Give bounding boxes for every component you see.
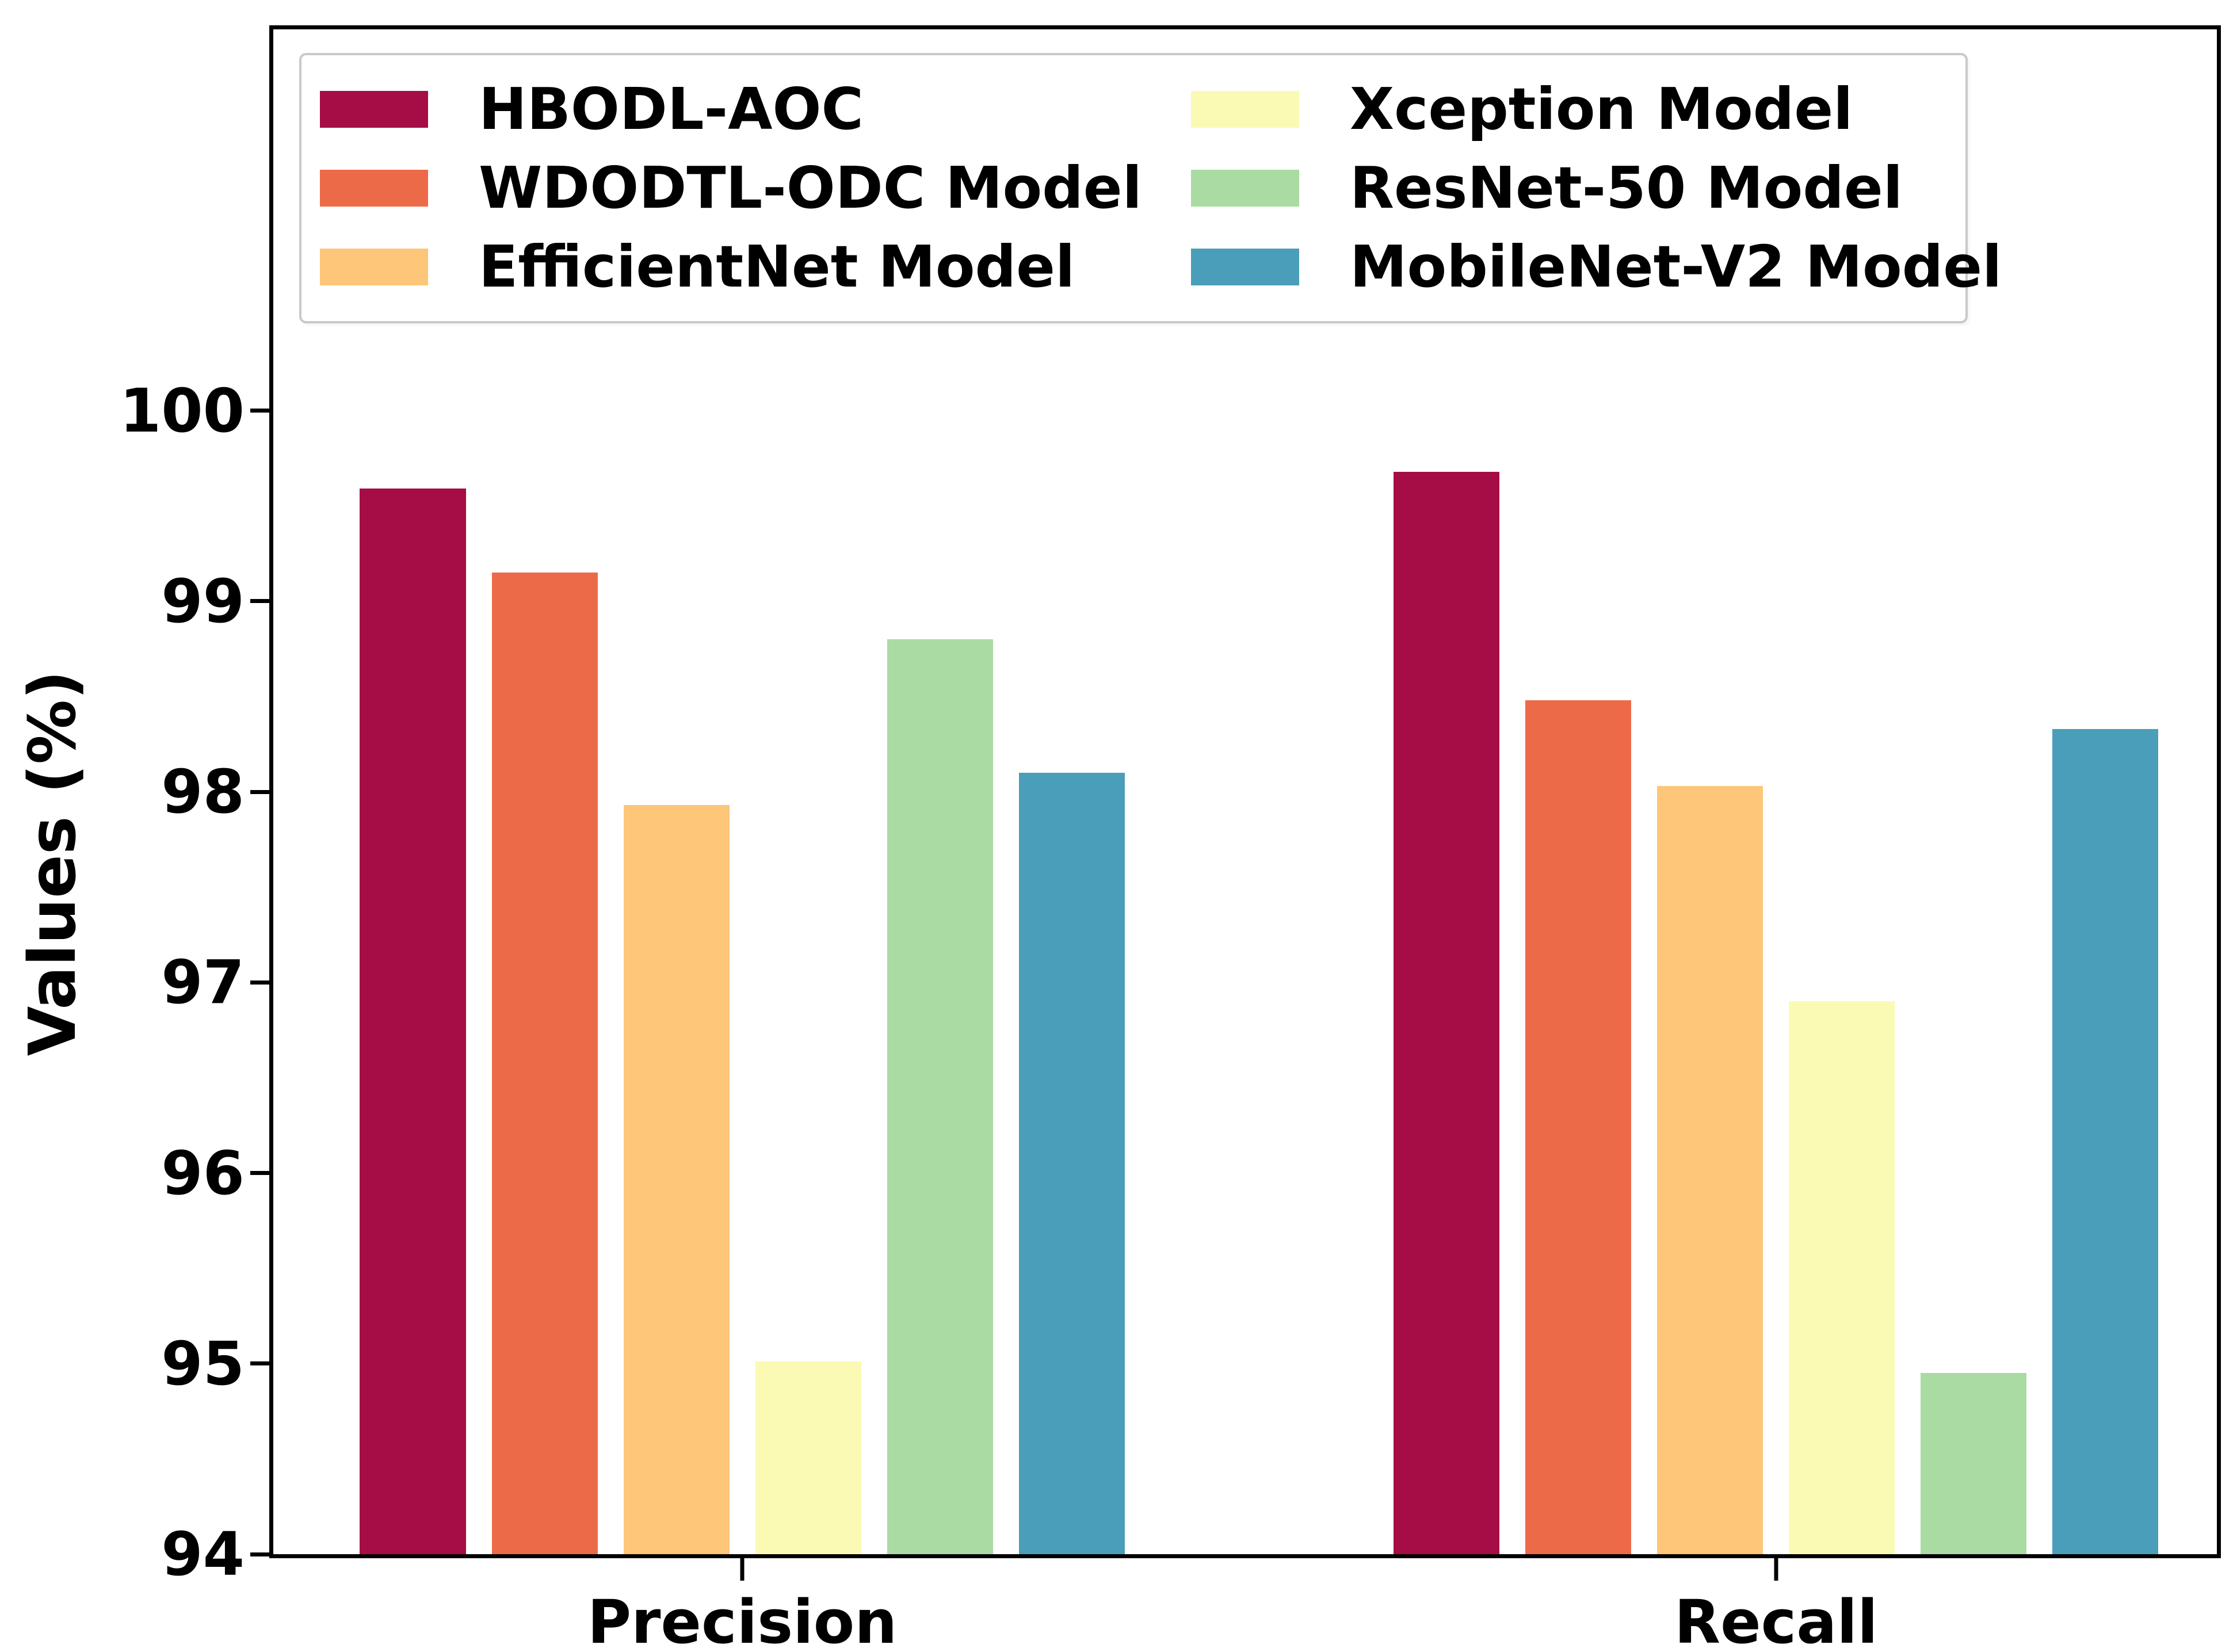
y-tick-label-100: 100 bbox=[119, 375, 245, 446]
legend-swatch-efficientnet-model bbox=[320, 248, 428, 285]
x-tick-label-recall: Recall bbox=[1674, 1587, 1878, 1652]
bar-hbodl-aoc-precision bbox=[360, 489, 466, 1554]
y-tick-94 bbox=[250, 1552, 269, 1556]
legend-item-hbodl-aoc: HBODL-AOC bbox=[320, 70, 1191, 149]
legend-label-resnet-50-model: ResNet-50 Model bbox=[1350, 154, 1903, 222]
legend-item-mobilenet-v2-model: MobileNet-V2 Model bbox=[1191, 227, 2002, 306]
legend: HBODL-AOC WDODTL-ODC Model EfficientNet Mo… bbox=[299, 53, 2002, 323]
bar-hbodl-aoc-recall bbox=[1394, 471, 1500, 1554]
y-tick-97 bbox=[250, 980, 269, 985]
bar-xception-model-precision bbox=[755, 1361, 861, 1554]
bar-mobilenet-v2-model-recall bbox=[2052, 728, 2159, 1554]
y-tick-96 bbox=[250, 1171, 269, 1175]
legend-swatch-xception-model bbox=[1191, 91, 1299, 128]
y-tick-95 bbox=[250, 1361, 269, 1366]
legend-label-wdodtl-odc-model: WDODTL-ODC Model bbox=[479, 154, 1142, 222]
x-tick-precision bbox=[740, 1554, 745, 1581]
legend-item-resnet-50-model: ResNet-50 Model bbox=[1191, 149, 2002, 228]
legend-label-xception-model: Xception Model bbox=[1350, 75, 1853, 143]
y-tick-label-99: 99 bbox=[161, 566, 245, 636]
legend-swatch-hbodl-aoc bbox=[320, 91, 428, 128]
bar-efficientnet-model-precision bbox=[623, 805, 730, 1554]
y-tick-label-94: 94 bbox=[161, 1519, 245, 1589]
y-tick-label-96: 96 bbox=[161, 1138, 245, 1208]
bar-xception-model-recall bbox=[1789, 1001, 1895, 1554]
y-tick-99 bbox=[250, 599, 269, 604]
y-tick-label-97: 97 bbox=[161, 947, 245, 1018]
x-tick-label-precision: Precision bbox=[587, 1587, 898, 1652]
bar-mobilenet-v2-model-precision bbox=[1018, 772, 1125, 1554]
legend-swatch-mobilenet-v2-model bbox=[1191, 248, 1299, 285]
legend-item-xception-model: Xception Model bbox=[1191, 70, 2002, 149]
legend-swatch-resnet-50-model bbox=[1191, 169, 1299, 207]
bar-resnet-50-model-precision bbox=[887, 639, 993, 1554]
legend-item-efficientnet-model: EfficientNet Model bbox=[320, 227, 1191, 306]
legend-item-wdodtl-odc-model: WDODTL-ODC Model bbox=[320, 149, 1191, 228]
y-tick-100 bbox=[250, 409, 269, 413]
bar-wdodtl-odc-model-recall bbox=[1525, 700, 1632, 1554]
y-axis-label: Values (%) bbox=[16, 670, 90, 1056]
legend-label-hbodl-aoc: HBODL-AOC bbox=[479, 75, 864, 143]
bar-efficientnet-model-recall bbox=[1657, 786, 1763, 1554]
bar-wdodtl-odc-model-precision bbox=[491, 573, 598, 1554]
bar-resnet-50-model-recall bbox=[1921, 1373, 2027, 1554]
y-tick-label-95: 95 bbox=[161, 1328, 245, 1399]
y-tick-98 bbox=[250, 789, 269, 794]
legend-swatch-wdodtl-odc-model bbox=[320, 169, 428, 207]
x-tick-recall bbox=[1774, 1554, 1778, 1581]
y-tick-label-98: 98 bbox=[161, 757, 245, 827]
legend-label-mobilenet-v2-model: MobileNet-V2 Model bbox=[1350, 232, 2002, 300]
legend-label-efficientnet-model: EfficientNet Model bbox=[479, 232, 1075, 300]
